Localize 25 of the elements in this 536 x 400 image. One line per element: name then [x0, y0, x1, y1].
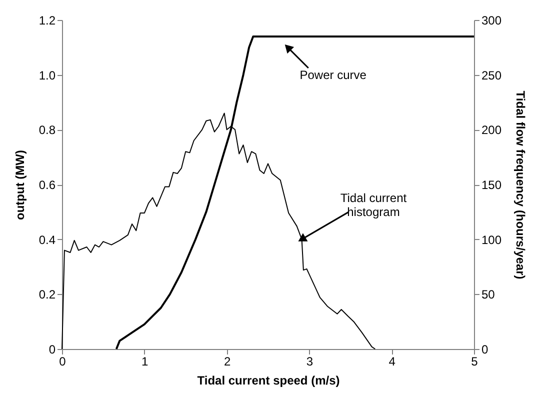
y-tick-label: 1.2	[38, 14, 56, 28]
annotation: Tidal current histogram	[340, 191, 408, 220]
annotation: Power curve	[300, 68, 367, 82]
y2-axis-title: Tidal flow frequency (hours/year)	[514, 90, 528, 280]
y2-tick-label: 300	[482, 14, 502, 28]
y2-tick-label: 200	[482, 123, 502, 138]
x-tick-label: 1	[142, 354, 149, 368]
y-tick-label: 0.6	[38, 178, 56, 192]
x-tick-label: 4	[388, 354, 396, 368]
x-tick-label: 2	[224, 354, 231, 368]
y-tick-label: 0.4	[38, 232, 56, 247]
x-tick-label: 0	[59, 354, 66, 368]
y-tick-label: 0.8	[38, 123, 56, 138]
y2-tick-label: 150	[482, 178, 502, 192]
x-axis-title: Tidal current speed (m/s)	[197, 374, 340, 388]
y-tick-label: 0.2	[38, 288, 56, 302]
y2-tick-label: 50	[482, 288, 496, 302]
y-axis-title: output (MW)	[12, 150, 27, 220]
y-tick-label: 0	[48, 342, 56, 356]
y2-tick-label: 100	[482, 232, 502, 247]
y2-tick-label: 0	[482, 342, 488, 356]
x-tick-label: 3	[306, 354, 314, 368]
x-tick-label: 5	[471, 354, 478, 368]
y2-tick-label: 250	[482, 68, 502, 82]
y-tick-label: 1.0	[38, 68, 56, 82]
